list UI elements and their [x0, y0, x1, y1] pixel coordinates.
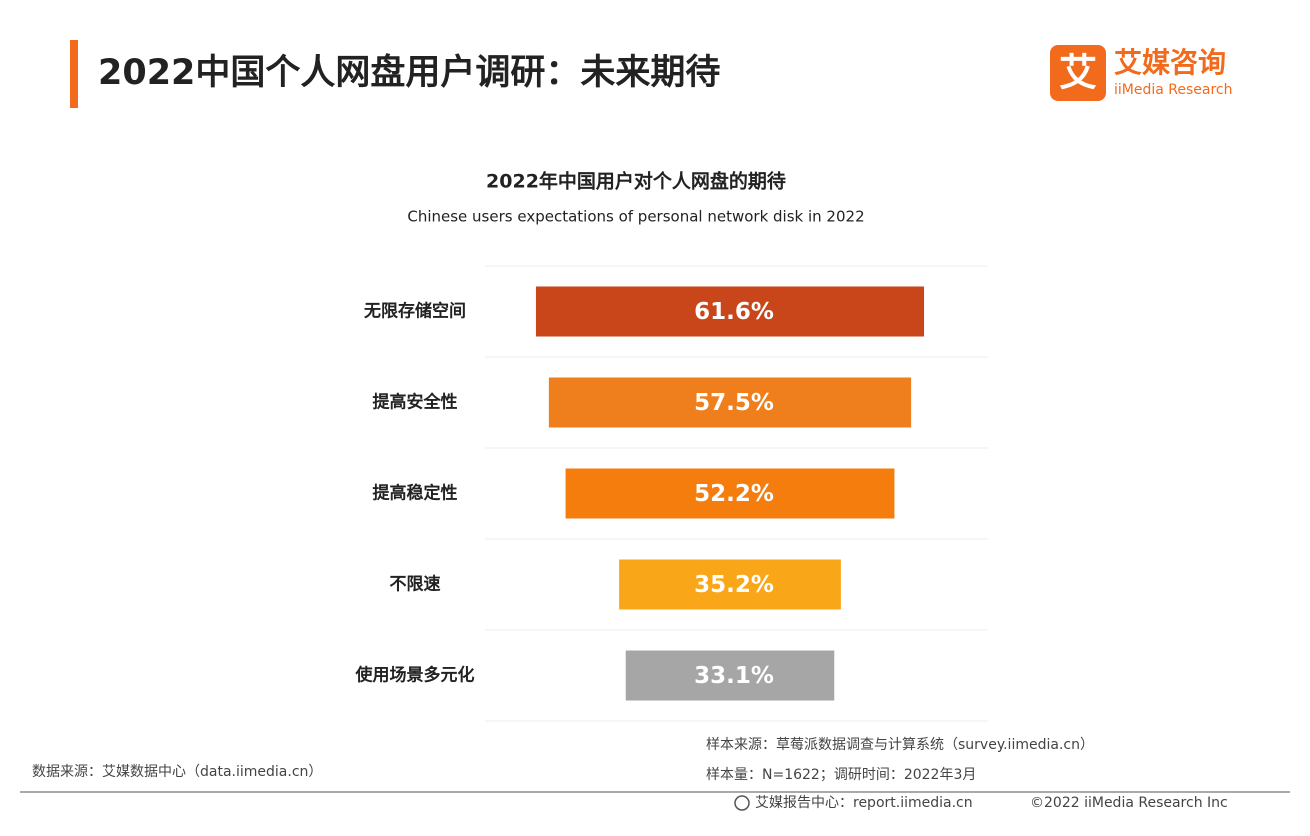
category-label: 使用场景多元化: [355, 665, 475, 686]
logo-icon: [1050, 45, 1106, 101]
title-accent: [70, 40, 78, 108]
sample-size: 样本量：N=1622；调研时间：2022年3月: [706, 767, 976, 783]
logo-name: 艾媒咨询: [1114, 46, 1226, 79]
value-label: 35.2%: [694, 572, 774, 598]
bar: [625, 650, 835, 701]
value-label: 57.5%: [694, 390, 774, 416]
category-label: 提高稳定性: [373, 483, 458, 504]
sample-source: 样本来源：草莓派数据调查与计算系统（survey.iimedia.cn）: [706, 737, 1094, 753]
category-label: 无限存储空间: [363, 301, 466, 322]
bar: [535, 286, 925, 337]
page-title: 2022中国个人网盘用户调研：未来期待: [98, 52, 720, 93]
copyright: ©2022 iiMedia Research Inc: [1030, 795, 1228, 811]
source: 数据来源：艾媒数据中心（data.iimedia.cn）: [32, 764, 322, 780]
bar: [548, 377, 912, 428]
report-center: 艾媒报告中心：report.iimedia.cn: [755, 795, 973, 811]
category-label: 不限速: [390, 574, 441, 595]
chart-subtitle: Chinese users expectations of personal n…: [407, 208, 864, 226]
bar: [565, 468, 895, 519]
value-label: 61.6%: [694, 299, 774, 325]
globe-icon: [734, 795, 750, 811]
category-label: 提高安全性: [373, 392, 458, 413]
value-label: 52.2%: [694, 481, 774, 507]
plot: 无限存储空间 61.6% 提高安全性 57.5% 提高稳定性 52.2% 不限速 35.2% 使…: [355, 265, 988, 722]
value-label: 33.1%: [694, 663, 774, 689]
logo-en: iiMedia Research: [1114, 82, 1233, 98]
logo-icon-text: 艾: [1059, 51, 1097, 95]
chart-title: 2022年中国用户对个人网盘的期待: [486, 170, 786, 193]
bar: [619, 559, 841, 610]
